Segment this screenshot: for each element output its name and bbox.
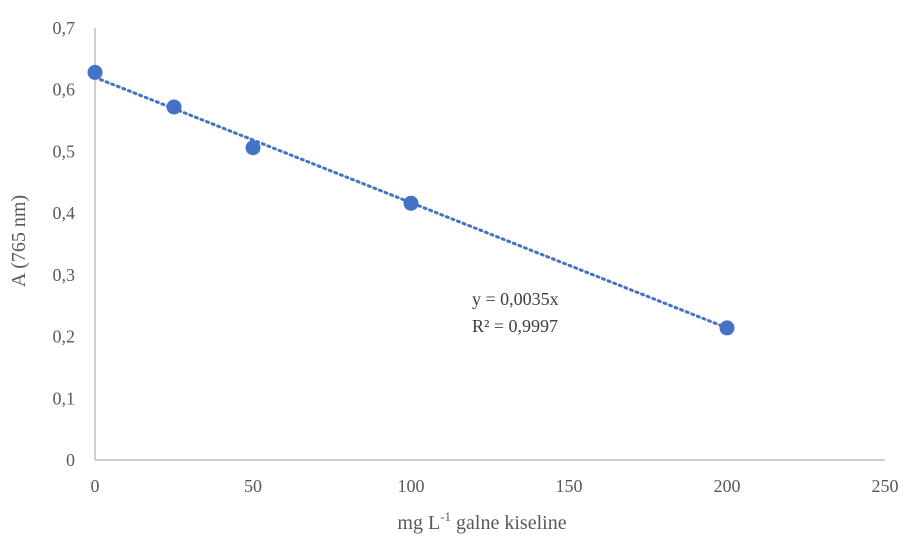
y-tick-label: 0,5 [53, 141, 76, 161]
x-axis-ticks: 0 50 100 150 200 250 [91, 476, 899, 496]
y-tick-label: 0,4 [53, 203, 76, 223]
x-axis-title-rest: galne kiseline [451, 512, 567, 534]
y-tick-label: 0,7 [53, 18, 76, 38]
trendline-r-squared: R² = 0,9997 [472, 316, 558, 336]
data-points [87, 64, 735, 336]
x-tick-label: 200 [714, 476, 741, 496]
y-axis-ticks: 0 0,1 0,2 0,3 0,4 0,5 0,6 0,7 [53, 18, 76, 470]
data-point [166, 99, 182, 115]
x-tick-label: 0 [91, 476, 100, 496]
x-tick-label: 50 [244, 476, 262, 496]
data-point [719, 320, 735, 336]
trendline-equation: y = 0,0035x [472, 289, 559, 309]
y-axis-title: A (765 nm) [8, 195, 30, 287]
x-axis-title-superscript: -1 [440, 509, 451, 524]
y-tick-label: 0,6 [53, 80, 76, 100]
y-tick-label: 0,2 [53, 327, 76, 347]
y-tick-label: 0,1 [53, 388, 76, 408]
data-point [87, 64, 103, 80]
linear-trendline [93, 75, 729, 330]
data-point [245, 140, 261, 156]
y-tick-label: 0 [66, 450, 75, 470]
x-axis-title: mg L-1 galne kiseline [397, 509, 566, 534]
x-tick-label: 250 [872, 476, 899, 496]
y-tick-label: 0,3 [53, 265, 76, 285]
x-tick-label: 150 [556, 476, 583, 496]
data-point [403, 195, 419, 211]
x-tick-label: 100 [398, 476, 425, 496]
x-axis-title-main: mg L [397, 512, 440, 534]
